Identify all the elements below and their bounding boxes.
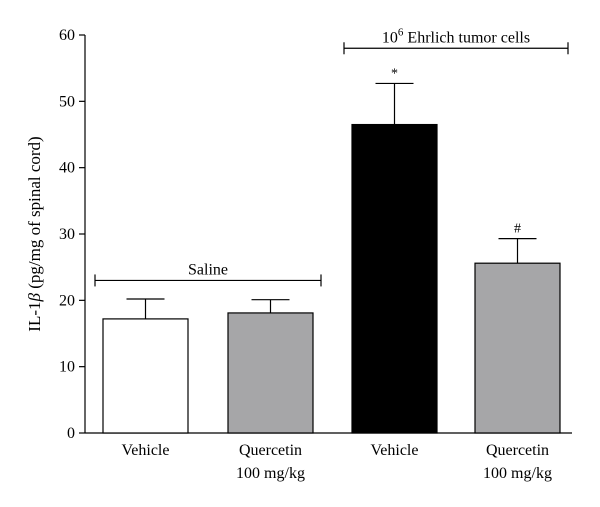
- x-tick-label: Vehicle: [122, 442, 170, 459]
- significance-mark: #: [514, 222, 521, 237]
- bar: [474, 262, 561, 434]
- significance-mark: *: [391, 66, 398, 81]
- y-tick-label: 0: [67, 425, 75, 442]
- y-axis-title-prefix: IL-1: [25, 302, 44, 332]
- group-label-sup: 6: [398, 26, 404, 38]
- y-tick-label: 30: [59, 226, 75, 243]
- y-tick-label: 60: [59, 27, 75, 44]
- y-tick-label: 10: [59, 359, 75, 376]
- y-tick-label: 40: [59, 160, 75, 177]
- x-tick-label: Vehicle: [371, 442, 419, 459]
- group-label-base: 10: [382, 29, 398, 46]
- x-tick-label-line2: 100 mg/kg: [236, 465, 305, 482]
- y-tick-label: 50: [59, 93, 75, 110]
- x-tick-label-line2: 100 mg/kg: [483, 465, 552, 482]
- group-label: Saline: [188, 261, 228, 278]
- x-tick-label: Quercetin: [486, 442, 549, 459]
- bar: [102, 318, 189, 434]
- y-axis-title: IL-1β (pg/mg of spinal cord): [25, 136, 44, 331]
- y-axis: 0 10 20 30 40 50 60: [59, 27, 86, 442]
- group-label-base: Saline: [188, 261, 228, 278]
- bar: [351, 123, 438, 434]
- bars: *#: [102, 66, 561, 434]
- group-label-rest: Ehrlich tumor cells: [403, 29, 530, 46]
- y-axis-title-suffix: (pg/mg of spinal cord): [25, 136, 44, 293]
- y-axis-title-symbol: β: [25, 293, 44, 303]
- y-tick-label: 20: [59, 292, 75, 309]
- group-label: 106 Ehrlich tumor cells: [382, 26, 530, 46]
- bar: [227, 312, 314, 434]
- group-brackets: Saline 106 Ehrlich tumor cells: [94, 26, 569, 287]
- x-tick-label: Quercetin: [239, 442, 302, 459]
- y-axis-label: IL-1β (pg/mg of spinal cord): [25, 136, 44, 331]
- x-axis: Vehicle Quercetin 100 mg/kg Vehicle Querceti…: [85, 432, 572, 482]
